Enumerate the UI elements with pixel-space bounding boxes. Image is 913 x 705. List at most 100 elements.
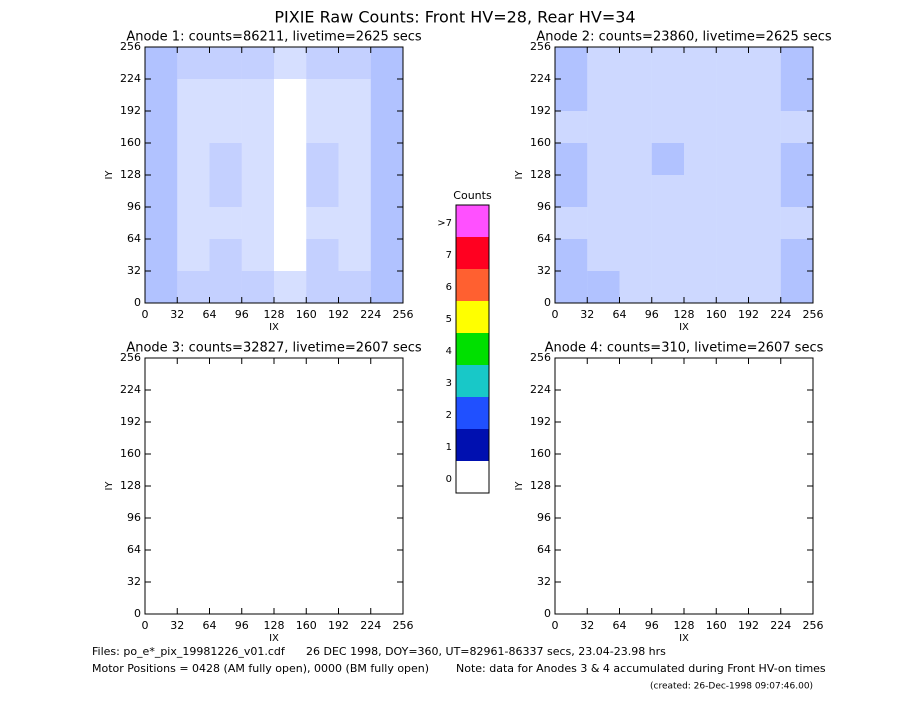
density-cell [177,79,210,111]
density-cell [716,143,749,175]
density-cell [619,239,652,271]
density-cell [651,111,684,143]
density-cell [684,239,717,271]
colorbar-box [456,365,489,397]
density-cell [651,175,684,207]
y-tick-label: 96 [537,200,551,213]
density-cell [306,47,339,79]
x-tick-label: 256 [393,308,414,321]
density-cell [619,111,652,143]
density-cell [619,175,652,207]
y-tick-label: 256 [530,40,551,53]
x-tick-label: 64 [613,308,627,321]
density-cell [177,239,210,271]
density-cell [651,239,684,271]
y-tick-label: 0 [134,607,141,620]
x-tick-label: 0 [552,308,559,321]
density-cell [145,207,178,239]
colorbar-label: >7 [437,218,452,229]
y-tick-label: 96 [127,200,141,213]
y-tick-label: 128 [530,168,551,181]
density-cell [370,47,403,79]
x-tick-label: 0 [142,308,149,321]
density-cell [780,175,813,207]
y-tick-label: 160 [530,447,551,460]
y-tick-label: 128 [530,479,551,492]
x-tick-label: 192 [328,619,349,632]
density-cell [274,111,306,143]
density-cell [780,271,813,303]
density-cell [145,111,178,143]
colorbar-label: 7 [446,250,452,261]
density-cell [274,47,307,79]
density-cell [145,239,178,271]
density-cell [587,175,620,207]
density-cell [370,111,403,143]
y-tick-label: 192 [120,415,141,428]
y-tick-label: 64 [537,232,551,245]
density-cell [748,111,781,143]
density-cell [209,143,242,175]
density-cell [241,207,274,239]
x-tick-label: 64 [613,619,627,632]
density-cell [241,47,274,79]
x-tick-label: 128 [674,308,695,321]
density-cell [274,239,306,271]
footer-date: 26 DEC 1998, DOY=360, UT=82961-86337 sec… [306,645,666,658]
density-cell [619,79,652,111]
density-cell [684,207,717,239]
density-cell [716,47,749,79]
density-cell [651,271,684,303]
density-cell [716,271,749,303]
density-cell [716,79,749,111]
colorbar-box [456,301,489,333]
footer-motor: Motor Positions = 0428 (AM fully open), … [92,662,429,675]
x-tick-label: 224 [360,308,381,321]
y-axis-label: IY [514,481,525,491]
x-tick-label: 0 [552,619,559,632]
footer-created: (created: 26-Dec-1998 09:07:46.00) [650,682,813,692]
y-tick-label: 128 [120,479,141,492]
density-cell [780,239,813,271]
colorbar-label: 6 [446,282,452,293]
y-tick-label: 224 [120,72,141,85]
density-cell [619,47,652,79]
x-tick-label: 256 [393,619,414,632]
y-tick-label: 64 [127,232,141,245]
y-tick-label: 0 [134,296,141,309]
density-cell [780,47,813,79]
x-tick-label: 32 [580,619,594,632]
y-tick-label: 32 [537,264,551,277]
x-axis-label: IX [269,633,279,644]
density-cell [555,271,588,303]
x-tick-label: 32 [170,619,184,632]
density-cell [209,47,242,79]
panel-title: Anode 3: counts=32827, livetime=2607 sec… [126,341,422,356]
colorbar-label: 4 [446,346,452,357]
density-cell [177,175,210,207]
density-cell [748,175,781,207]
density-cell [338,207,371,239]
panel-title: Anode 4: counts=310, livetime=2607 secs [545,341,824,356]
density-cell [306,271,339,303]
density-cell [274,143,306,175]
x-tick-label: 256 [803,308,824,321]
density-cell [555,143,588,175]
x-tick-label: 32 [170,308,184,321]
density-cell [684,175,717,207]
density-cell [555,79,588,111]
density-cell [370,271,403,303]
density-cell [370,175,403,207]
density-cell [274,271,307,303]
density-cell [651,79,684,111]
density-cell [145,271,178,303]
x-tick-label: 160 [706,308,727,321]
colorbar-frame [455,204,490,494]
x-tick-label: 160 [296,619,317,632]
plot-frame [554,357,814,615]
density-cell [555,111,588,143]
y-tick-label: 128 [120,168,141,181]
x-tick-label: 160 [706,619,727,632]
